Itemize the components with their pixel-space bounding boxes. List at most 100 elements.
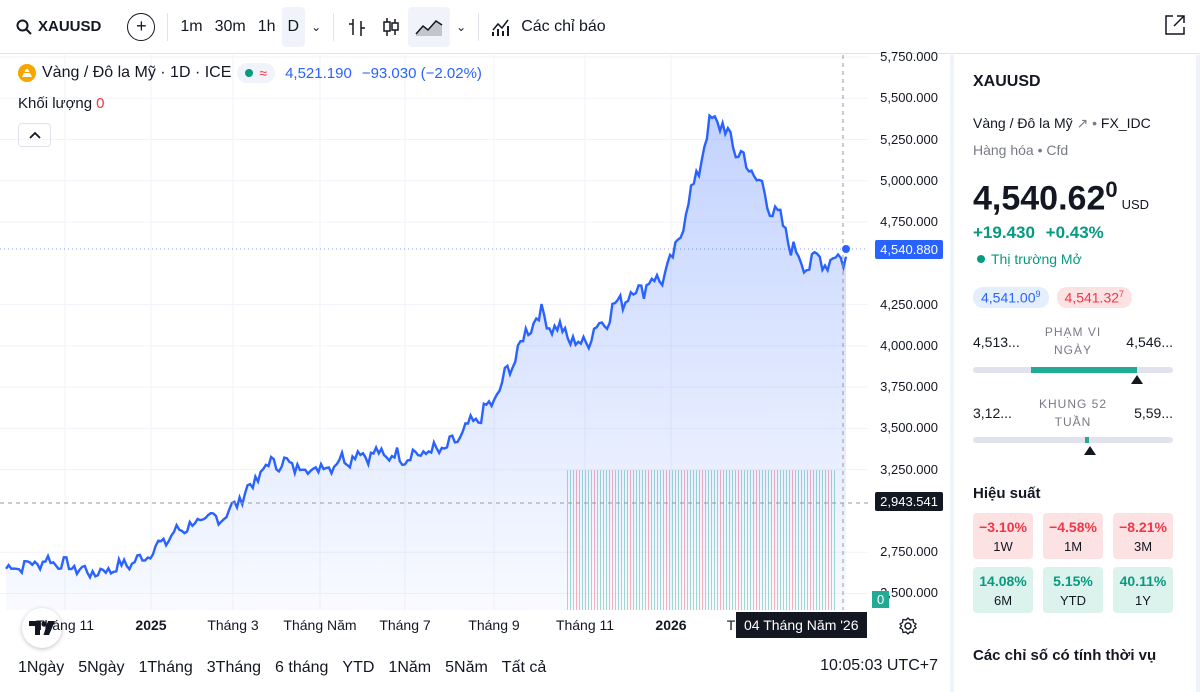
week52-range: 3,12... KHUNG 52 TUẦN 5,59... bbox=[973, 395, 1173, 455]
perf-label: 1Y bbox=[1135, 593, 1151, 608]
volume-label: Khối lượng bbox=[18, 95, 93, 112]
interval-1h[interactable]: 1h bbox=[257, 17, 276, 35]
tradingview-icon bbox=[29, 621, 55, 635]
external-link-icon bbox=[1165, 15, 1185, 35]
xlabel: Tháng 3 bbox=[207, 617, 259, 633]
xlabel: Tháng 9 bbox=[468, 617, 520, 633]
candles-icon bbox=[383, 17, 399, 36]
add-symbol-button[interactable]: + bbox=[127, 12, 156, 41]
last-price: 4,540.620USD bbox=[973, 177, 1149, 218]
change-abs: +19.430 bbox=[973, 223, 1035, 242]
symbol-search[interactable]: XAUUSD bbox=[0, 0, 111, 53]
dot-separator: • bbox=[1037, 142, 1043, 158]
perf-ytd[interactable]: 5.15% YTD bbox=[1043, 567, 1103, 613]
performance-grid: −3.10% 1W −4.58% 1M −8.21% 3M 14.08% 6M 5.15… bbox=[973, 513, 1173, 613]
price-tick-label: 4,000.000 bbox=[880, 337, 938, 353]
xlabel: Tháng 7 bbox=[379, 617, 431, 633]
perf-6m[interactable]: 14.08% 6M bbox=[973, 567, 1033, 613]
panel-category-row: Hàng hóa • Cfd bbox=[973, 142, 1068, 158]
range-5d[interactable]: 5Ngày bbox=[78, 659, 125, 676]
top-toolbar: XAUUSD + 1m 30m 1h D ⌄ ⌄ Các chỉ báo bbox=[0, 0, 1200, 54]
time-axis[interactable]: Tháng 11 2025 Tháng 3 Tháng Năm Tháng 7 … bbox=[0, 608, 948, 638]
open-fullscreen-button[interactable] bbox=[1162, 12, 1188, 43]
divider bbox=[167, 12, 169, 41]
perf-value: 14.08% bbox=[979, 573, 1027, 589]
price-tick-label: 5,250.000 bbox=[880, 131, 938, 147]
perf-1w[interactable]: −3.10% 1W bbox=[973, 513, 1033, 559]
week52-label: KHUNG 52 TUẦN bbox=[1038, 397, 1108, 429]
tradingview-logo[interactable] bbox=[22, 608, 62, 648]
ask-value: 4,541.32 bbox=[1064, 289, 1120, 306]
bar-chart-button[interactable] bbox=[340, 7, 374, 47]
perf-value: 5.15% bbox=[1053, 573, 1093, 589]
xlabel: 2025 bbox=[135, 617, 167, 633]
range-1y[interactable]: 1Năm bbox=[388, 659, 432, 676]
bid-value: 4,541.00 bbox=[981, 289, 1036, 306]
perf-value: −8.21% bbox=[1119, 519, 1167, 535]
xlabel: Tháng 11 bbox=[35, 617, 95, 633]
legend-change: −93.030 (−2.02%) bbox=[361, 64, 482, 82]
bid-ask: 4,541.009 4,541.327 bbox=[973, 287, 1133, 308]
week52-high: 5,59... bbox=[1134, 405, 1173, 421]
external-link-icon[interactable]: ↗ bbox=[1076, 115, 1089, 131]
interval-1m[interactable]: 1m bbox=[180, 17, 203, 35]
plus-icon: + bbox=[136, 16, 147, 36]
range-6m[interactable]: 6 tháng bbox=[275, 659, 329, 676]
range-all[interactable]: Tất cả bbox=[501, 659, 547, 676]
xlabel: Tháng 11 bbox=[555, 617, 615, 633]
interval-d[interactable]: D bbox=[281, 6, 306, 47]
instrument-name[interactable]: Vàng / Đô la Mỹ bbox=[973, 115, 1073, 131]
price-tick-label: 2,750.000 bbox=[880, 544, 938, 560]
volume-value: 0 bbox=[96, 95, 105, 112]
chart-settings-button[interactable] bbox=[898, 616, 918, 641]
market-open-icon bbox=[977, 255, 985, 263]
symbol-name: XAUUSD bbox=[38, 18, 102, 35]
range-1d[interactable]: 1Ngày bbox=[18, 659, 65, 676]
perf-1m[interactable]: −4.58% 1M bbox=[1043, 513, 1103, 559]
perf-value: 40.11% bbox=[1119, 573, 1167, 589]
xlabel: T bbox=[726, 617, 736, 633]
market-status-label: Thị trường Mở bbox=[991, 251, 1082, 267]
price-tick-label: 4,750.000 bbox=[880, 214, 938, 230]
interval-30m[interactable]: 30m bbox=[214, 17, 246, 35]
panel-divider[interactable] bbox=[950, 55, 954, 692]
perf-3m[interactable]: −8.21% 3M bbox=[1113, 513, 1173, 559]
clock[interactable]: 10:05:03 UTC+7 bbox=[820, 657, 938, 674]
category: Hàng hóa bbox=[973, 142, 1034, 158]
panel-symbol: XAUUSD bbox=[973, 73, 1041, 90]
wave-icon: ≈ bbox=[259, 65, 268, 81]
price-tick-label: 4,250.000 bbox=[880, 296, 938, 312]
price-chart[interactable]: Vàng / Đô la Mỹ · 1D · ICE ≈ 4,521.190 −… bbox=[0, 49, 948, 648]
range-ytd[interactable]: YTD bbox=[342, 659, 375, 676]
candles-button[interactable] bbox=[374, 7, 408, 47]
gear-icon bbox=[899, 617, 917, 635]
range-3m[interactable]: 3Tháng bbox=[206, 659, 262, 676]
indicators-button[interactable]: Các chỉ báo bbox=[485, 7, 612, 47]
divider bbox=[333, 12, 335, 41]
market-status-pill[interactable]: ≈ bbox=[237, 63, 276, 83]
bid-price: 4,541.009 bbox=[973, 287, 1049, 308]
perf-label: 3M bbox=[1133, 539, 1153, 554]
scrollbar[interactable] bbox=[1196, 55, 1200, 692]
chart-canvas[interactable] bbox=[0, 55, 948, 643]
panel-name-row: Vàng / Đô la Mỹ ↗ • FX_IDC bbox=[973, 115, 1151, 132]
market-status[interactable]: Thị trường Mở bbox=[977, 251, 1082, 267]
price-tick-label: 5,750.000 bbox=[880, 49, 938, 64]
legend-title[interactable]: Vàng / Đô la Mỹ · 1D · ICE bbox=[42, 64, 232, 81]
indicators-label: Các chỉ báo bbox=[521, 17, 606, 35]
interval-dropdown[interactable]: ⌄ bbox=[305, 7, 327, 47]
price-change: +19.430 +0.43% bbox=[973, 223, 1104, 243]
perf-label: 1W bbox=[993, 539, 1013, 554]
chevron-up-icon bbox=[28, 131, 41, 139]
seasonals-title[interactable]: Các chỉ số có tính thời vụ bbox=[973, 647, 1157, 664]
area-chart-button[interactable] bbox=[408, 6, 451, 47]
perf-1y[interactable]: 40.11% 1Y bbox=[1113, 567, 1173, 613]
chevron-down-icon: ⌄ bbox=[456, 19, 467, 34]
perf-label: 6M bbox=[993, 593, 1013, 608]
crosshair-date-tag: 04 Tháng Năm '26 bbox=[736, 612, 867, 638]
symbol-details-panel: XAUUSD Vàng / Đô la Mỹ ↗ • FX_IDC Hàng h… bbox=[955, 55, 1195, 692]
collapse-legend-button[interactable] bbox=[18, 123, 51, 147]
range-1m[interactable]: 1Tháng bbox=[138, 659, 193, 676]
chart-type-dropdown[interactable]: ⌄ bbox=[450, 7, 472, 47]
range-5y[interactable]: 5Năm bbox=[445, 659, 488, 676]
